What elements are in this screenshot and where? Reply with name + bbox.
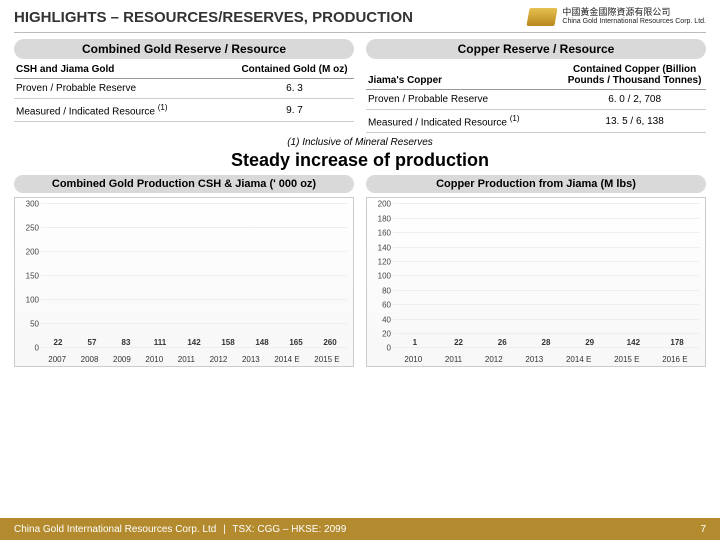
x-tick: 2012 — [485, 355, 503, 364]
copper-chart-title: Copper Production from Jiama (M lbs) — [366, 175, 706, 193]
table-row: Proven / Probable Reserve6. 0 / 2, 708 — [366, 90, 706, 110]
footnote: (1) Inclusive of Mineral Reserves — [0, 137, 720, 148]
x-tick: 2013 — [525, 355, 543, 364]
y-tick: 250 — [17, 224, 39, 233]
company-name-cn: 中國黃金國際資源有限公司 — [562, 8, 706, 18]
x-tick: 2012 — [210, 355, 228, 364]
copper-reserve-table: Copper Reserve / Resource Jiama's Copper… — [366, 39, 706, 133]
x-tick: 2015 E — [614, 355, 639, 364]
copper-table-title: Copper Reserve / Resource — [366, 39, 706, 59]
gold-chart-title: Combined Gold Production CSH & Jiama (' … — [14, 175, 354, 193]
bar-value-label: 142 — [627, 338, 640, 347]
y-tick: 140 — [369, 243, 391, 252]
x-tick: 2013 — [242, 355, 260, 364]
y-tick: 50 — [17, 320, 39, 329]
x-tick: 2010 — [145, 355, 163, 364]
y-tick: 0 — [369, 344, 391, 353]
company-name-en: China Gold International Resources Corp.… — [562, 18, 706, 26]
gold-col2: Contained Gold (M oz) — [235, 61, 354, 79]
x-tick: 2007 — [48, 355, 66, 364]
bar-value-label: 83 — [122, 338, 131, 347]
gold-production-chart: Combined Gold Production CSH & Jiama (' … — [14, 175, 354, 367]
row-value: 6. 0 / 2, 708 — [563, 90, 706, 110]
table-row: Measured / Indicated Resource (1)13. 5 /… — [366, 110, 706, 133]
y-tick: 200 — [17, 248, 39, 257]
gold-table-title: Combined Gold Reserve / Resource — [14, 39, 354, 59]
y-tick: 180 — [369, 214, 391, 223]
footer-tickers: TSX: CGG – HKSE: 2099 — [232, 524, 346, 535]
x-tick: 2011 — [445, 355, 462, 364]
bar-value-label: 142 — [187, 338, 200, 347]
bar-value-label: 22 — [54, 338, 63, 347]
copper-production-chart: Copper Production from Jiama (M lbs) 0 20… — [366, 175, 706, 367]
x-tick: 2014 E — [566, 355, 591, 364]
bar-value-label: 1 — [413, 338, 417, 347]
bar-value-label: 158 — [221, 338, 234, 347]
x-tick: 2011 — [178, 355, 195, 364]
footer-company: China Gold International Resources Corp.… — [14, 524, 216, 535]
y-tick: 120 — [369, 257, 391, 266]
y-tick: 60 — [369, 301, 391, 310]
y-tick: 300 — [17, 200, 39, 209]
y-tick: 0 — [17, 344, 39, 353]
footer-separator: | — [223, 524, 226, 535]
row-label: Proven / Probable Reserve — [14, 79, 235, 99]
bar-value-label: 260 — [323, 338, 336, 347]
gold-bar-icon — [527, 8, 558, 26]
row-value: 6. 3 — [235, 79, 354, 99]
x-tick: 2016 E — [662, 355, 687, 364]
row-label: Proven / Probable Reserve — [366, 90, 563, 110]
bar-value-label: 111 — [154, 338, 166, 347]
copper-col2: Contained Copper (Billion Pounds / Thous… — [563, 61, 706, 90]
gold-reserve-table: Combined Gold Reserve / Resource CSH and… — [14, 39, 354, 133]
y-tick: 160 — [369, 229, 391, 238]
y-tick: 40 — [369, 315, 391, 324]
table-row: Measured / Indicated Resource (1)9. 7 — [14, 99, 354, 122]
bar-value-label: 178 — [670, 338, 683, 347]
footer-bar: China Gold International Resources Corp.… — [0, 518, 720, 540]
bar-value-label: 57 — [88, 338, 97, 347]
y-tick: 100 — [17, 296, 39, 305]
x-tick: 2010 — [404, 355, 422, 364]
bar-value-label: 148 — [255, 338, 268, 347]
bar-value-label: 165 — [289, 338, 302, 347]
subheading: Steady increase of production — [0, 150, 720, 171]
x-tick: 2008 — [81, 355, 99, 364]
y-tick: 200 — [369, 200, 391, 209]
company-logo: 中國黃金國際資源有限公司 China Gold International Re… — [528, 8, 706, 26]
bar-value-label: 22 — [454, 338, 463, 347]
y-tick: 20 — [369, 329, 391, 338]
bar-value-label: 28 — [542, 338, 551, 347]
row-label: Measured / Indicated Resource (1) — [366, 110, 563, 133]
page-title: HIGHLIGHTS – RESOURCES/RESERVES, PRODUCT… — [14, 9, 413, 26]
y-tick: 150 — [17, 272, 39, 281]
bar-value-label: 26 — [498, 338, 507, 347]
row-value: 13. 5 / 6, 138 — [563, 110, 706, 133]
table-row: Proven / Probable Reserve6. 3 — [14, 79, 354, 99]
row-label: Measured / Indicated Resource (1) — [14, 99, 235, 122]
y-tick: 100 — [369, 272, 391, 281]
row-value: 9. 7 — [235, 99, 354, 122]
x-tick: 2009 — [113, 355, 131, 364]
x-tick: 2015 E — [314, 355, 339, 364]
gold-col1: CSH and Jiama Gold — [14, 61, 235, 79]
y-tick: 80 — [369, 286, 391, 295]
bar-value-label: 29 — [585, 338, 594, 347]
copper-col1: Jiama's Copper — [366, 61, 563, 90]
x-tick: 2014 E — [274, 355, 299, 364]
page-number: 7 — [700, 524, 706, 535]
